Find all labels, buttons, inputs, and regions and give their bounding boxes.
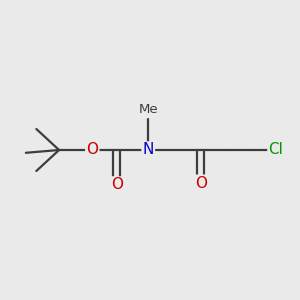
Text: O: O (86, 142, 98, 158)
Text: Cl: Cl (268, 142, 283, 158)
Text: O: O (195, 176, 207, 191)
Text: Me: Me (138, 103, 158, 116)
Text: O: O (111, 178, 123, 193)
Text: N: N (142, 142, 154, 158)
